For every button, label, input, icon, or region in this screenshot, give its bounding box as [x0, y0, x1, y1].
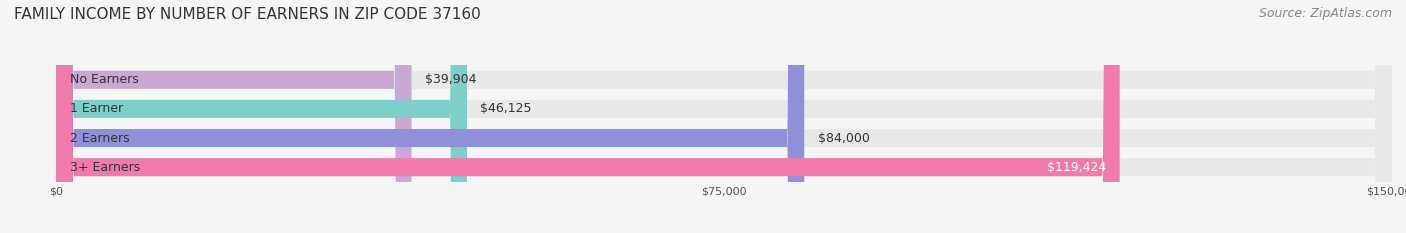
Text: 2 Earners: 2 Earners [70, 132, 129, 144]
FancyBboxPatch shape [56, 0, 1119, 233]
FancyBboxPatch shape [56, 0, 804, 233]
Text: No Earners: No Earners [70, 73, 138, 86]
Text: 1 Earner: 1 Earner [70, 103, 122, 115]
Text: $119,424: $119,424 [1047, 161, 1107, 174]
Text: $39,904: $39,904 [425, 73, 477, 86]
FancyBboxPatch shape [56, 0, 412, 233]
Text: $46,125: $46,125 [481, 103, 531, 115]
Text: $84,000: $84,000 [818, 132, 869, 144]
Text: 3+ Earners: 3+ Earners [70, 161, 139, 174]
FancyBboxPatch shape [56, 0, 467, 233]
Text: Source: ZipAtlas.com: Source: ZipAtlas.com [1258, 7, 1392, 20]
Text: FAMILY INCOME BY NUMBER OF EARNERS IN ZIP CODE 37160: FAMILY INCOME BY NUMBER OF EARNERS IN ZI… [14, 7, 481, 22]
FancyBboxPatch shape [56, 0, 1392, 233]
FancyBboxPatch shape [56, 0, 1392, 233]
FancyBboxPatch shape [56, 0, 1392, 233]
FancyBboxPatch shape [56, 0, 1392, 233]
